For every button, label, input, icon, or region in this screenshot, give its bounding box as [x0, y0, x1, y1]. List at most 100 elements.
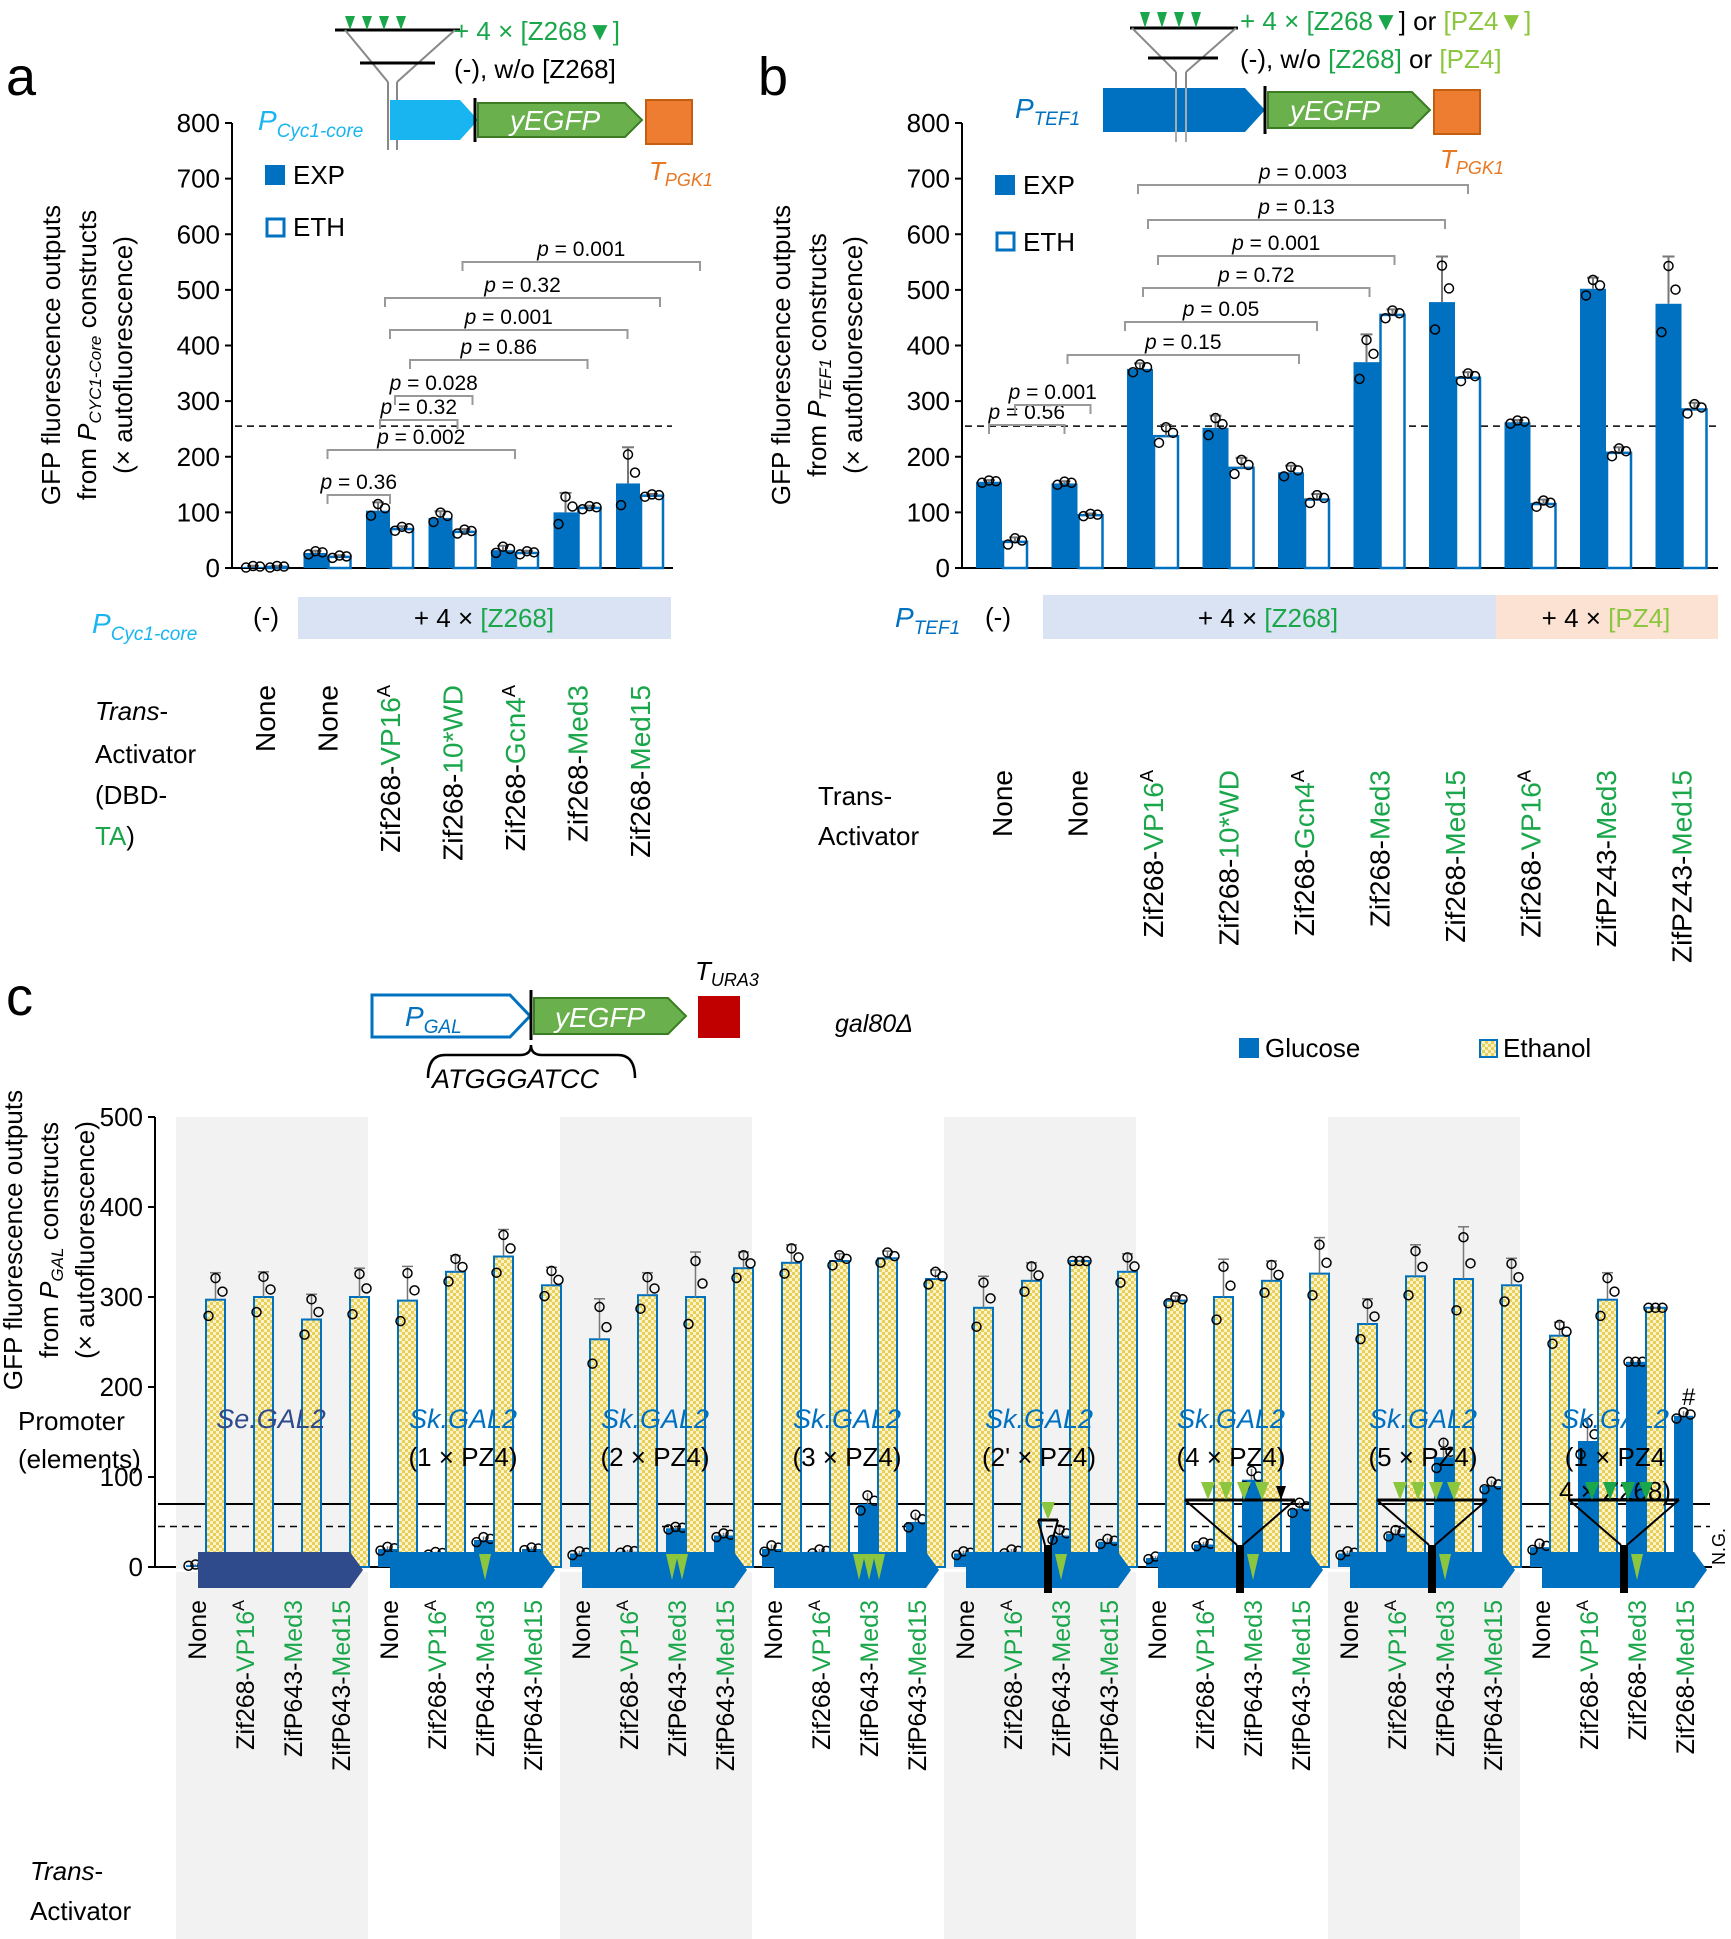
panel-b-eth-dot-7-1	[1538, 495, 1549, 506]
xlabel-a-2: Activator	[95, 739, 196, 769]
panel-c-ethanol-dot-12-2	[793, 1252, 804, 1263]
panel-a-ytick-label-2: 200	[177, 442, 220, 472]
panel-a-eth-dot-1-2	[341, 551, 352, 562]
panel-c-ethanol-dot-0-1	[210, 1272, 221, 1284]
panel-c-glucose-dot-14-1	[862, 1490, 873, 1501]
panel-c-elements-6: (5 × PZ4)	[1368, 1442, 1477, 1472]
panel-c-ethanol-dot-6-2	[505, 1243, 516, 1254]
panel-a-bar-exp-6	[616, 483, 640, 568]
panel-c-ethanol-dot-7-0	[539, 1290, 550, 1302]
panel-c-glucose-dot-20-0	[1143, 1553, 1154, 1565]
panel-c-insert-marker-6-0	[1393, 1482, 1407, 1500]
panel-c-ethanol-dot-24-0	[1355, 1333, 1366, 1345]
panel-b-exp-dot-8-2	[1594, 280, 1606, 291]
panel-c-bar-glucose-22	[1242, 1479, 1261, 1567]
panel-c-group-bg-lower-2	[560, 1572, 752, 1939]
panel-a-xtick-0: None	[250, 685, 281, 752]
panel-b-pvalue-2-label: p = 0.15	[1144, 331, 1222, 354]
panel-c-promoter-diagram-1	[390, 1552, 555, 1588]
panel-c-ethanol-dot-26-1	[1458, 1231, 1469, 1243]
y-axis-label-b3: (× autofluorescence)	[838, 236, 868, 474]
panel-c-ethanol-dot-30-1	[1650, 1302, 1661, 1314]
panel-b-pvalue-6-label: p = 0.13	[1257, 196, 1335, 219]
panel-c-ethanol-dot-27-1	[1506, 1258, 1517, 1269]
panel-c-glucose-dot-11-1	[718, 1528, 729, 1539]
panel-c-ethanol-dot-25-1	[1410, 1245, 1421, 1257]
panel-c-ethanol-dot-2-1	[306, 1294, 317, 1305]
panel-c-insert-marker-4-0	[1041, 1502, 1055, 1520]
panel-a-eth-dot-1-1	[334, 550, 345, 561]
panel-c-xtick-24: None	[1336, 1600, 1364, 1660]
panel-c-xtick-6: ZifP643-Med3	[472, 1600, 500, 1757]
panel-a-bar-exp-4	[491, 550, 515, 568]
panel-c-glucose-dot-14-0	[855, 1505, 866, 1516]
panel-c-insert-marker-5-1	[1219, 1482, 1233, 1500]
panel-a-eth-dot-3-1	[459, 524, 470, 535]
panel-c-insert-marker-5-3	[1255, 1482, 1269, 1500]
panel-c-bar-glucose-30	[1626, 1361, 1645, 1567]
panel-c-ethanol-dot-16-0	[971, 1321, 982, 1332]
panel-c-ethanol-dot-2-0	[299, 1329, 310, 1340]
panel-letter-c: c	[6, 967, 33, 1027]
panel-a-xtick-6: Zif268-Med15	[625, 685, 656, 858]
panel-b-bar-eth-3	[1228, 466, 1255, 570]
panel-a-pvalue-5-label: p = 0.001	[464, 306, 553, 329]
panel-c-promoter-3: Sk.GAL2	[793, 1404, 901, 1434]
panel-c-ethanol-dot-26-0	[1451, 1305, 1462, 1316]
panel-b-xtick-6: Zif268-Med15	[1440, 770, 1471, 943]
panel-c-ytick-label-5: 500	[100, 1102, 143, 1132]
panel-a-exp-dot-5-1	[560, 491, 571, 503]
legend-exp-swatch-b	[995, 175, 1015, 195]
panel-c-bar-ethanol-11	[733, 1267, 754, 1568]
panel-b: + 4 × [Z268▼] or [PZ4▼] (-), w/o [Z268] …	[766, 6, 1718, 851]
legend-ethanol-swatch	[1479, 1039, 1498, 1058]
panel-b-eth-dot-1-0	[1078, 510, 1089, 522]
legend-eth-label-b: ETH	[1023, 227, 1075, 257]
y-axis-label-b1: GFP fluorescence outputs	[766, 205, 796, 505]
panel-b-eth-dot-6-0	[1455, 375, 1467, 387]
panel-c-funnel-r-7	[1626, 1499, 1680, 1546]
xlabel-a-4: TA)	[95, 821, 135, 851]
y-axis-label-b2: from PTEF1 constructs	[802, 233, 835, 477]
panel-a-pvalue-6-label: p = 0.32	[483, 274, 561, 297]
panel-b-eth-dot-1-2	[1092, 509, 1103, 520]
panel-c-pz4-marker-3-2	[873, 1554, 885, 1580]
panel-a-ytick-label-8: 800	[177, 108, 220, 138]
panel-c-pz4-marker-2-1	[676, 1554, 688, 1580]
insert-label-b-line2: (-), w/o [Z268] or [PZ4]	[1240, 44, 1502, 74]
panel-b-eth-dot-9-0	[1682, 408, 1693, 419]
panel-c-glucose-dot-6-1	[478, 1531, 489, 1543]
panel-b-bar-eth-0	[1001, 540, 1029, 570]
panel-c-ethanol-dot-18-1	[1074, 1255, 1085, 1267]
panel-b-ytick-label-6: 600	[907, 219, 950, 249]
panel-b-pvalue-0-label: p = 0.56	[988, 401, 1066, 424]
panel-c-ethanol-dot-3-1	[354, 1268, 365, 1280]
panel-c-elements-7-1: (1 × PZ4	[1565, 1442, 1665, 1472]
panel-c-bar-ethanol-27	[1501, 1284, 1522, 1569]
panel-a-xtick-5: Zif268-Med3	[563, 685, 594, 842]
panel-c-promoter-diagram-3	[774, 1552, 939, 1588]
panel-b-xtick-3: Zif268-10*WD	[1214, 770, 1245, 946]
legend-exp-label: EXP	[293, 160, 345, 190]
panel-b-pvalue-3-bracket	[1124, 321, 1318, 331]
panel-b-eth-dot-5-1	[1387, 305, 1398, 316]
panel-b-bar-eth-8	[1605, 451, 1633, 570]
panel-c-group-bg-lower-6	[1328, 1572, 1520, 1939]
panel-c-bar-glucose-20	[1146, 1558, 1165, 1567]
panel-c-ethanol-dot-28-0	[1547, 1338, 1558, 1350]
panel-b-eth-dot-8-1	[1613, 443, 1625, 454]
panel-a-eth-dot-0-2	[278, 561, 290, 572]
panel-a-exp-dot-0-0	[240, 562, 252, 573]
panel-c-glucose-dot-25-0	[1383, 1531, 1394, 1542]
y-axis-label-a1: GFP fluorescence outputs	[36, 205, 66, 505]
panel-c-glucose-dot-24-1	[1342, 1546, 1353, 1557]
legend-glucose-swatch	[1239, 1038, 1259, 1058]
panel-a-exp-dot-5-0	[553, 518, 564, 530]
panel-c-promoter-5: Sk.GAL2	[1177, 1404, 1285, 1434]
panel-b-bar-exp-0	[976, 481, 1002, 568]
panel-c-insert-marker-5-2	[1237, 1482, 1251, 1500]
panel-b-eth-dot-5-0	[1380, 312, 1391, 324]
panel-c-elements-3: (3 × PZ4)	[792, 1442, 901, 1472]
panel-c-hash: #	[1682, 1384, 1696, 1411]
panel-a-xtick-3: Zif268-10*WD	[438, 685, 469, 861]
